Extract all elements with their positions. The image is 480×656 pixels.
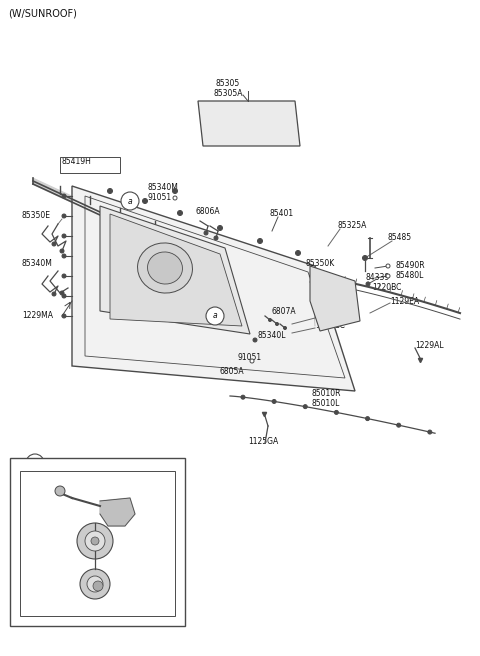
Circle shape xyxy=(250,359,254,363)
Text: 85357L: 85357L xyxy=(315,281,344,291)
Circle shape xyxy=(62,314,66,318)
Circle shape xyxy=(296,251,300,255)
Circle shape xyxy=(87,576,103,592)
Text: 85485: 85485 xyxy=(388,234,412,243)
Circle shape xyxy=(62,254,66,258)
Text: 6805A: 6805A xyxy=(220,367,245,375)
Circle shape xyxy=(428,430,432,434)
Circle shape xyxy=(62,214,66,218)
Circle shape xyxy=(303,405,307,409)
Circle shape xyxy=(362,255,368,260)
Circle shape xyxy=(272,400,276,403)
Text: 85350E: 85350E xyxy=(22,211,51,220)
Polygon shape xyxy=(198,101,300,146)
Circle shape xyxy=(62,194,66,198)
Circle shape xyxy=(172,188,178,194)
Text: 95520A: 95520A xyxy=(65,464,95,472)
Text: 95526: 95526 xyxy=(32,537,56,546)
Text: 85419H: 85419H xyxy=(62,157,92,165)
Ellipse shape xyxy=(138,243,192,293)
FancyBboxPatch shape xyxy=(10,458,185,626)
Text: 1220BC: 1220BC xyxy=(372,283,401,293)
Circle shape xyxy=(204,231,208,235)
Circle shape xyxy=(217,226,223,230)
Circle shape xyxy=(52,292,56,296)
Circle shape xyxy=(366,282,370,286)
Text: 85340M: 85340M xyxy=(148,184,179,192)
Text: 1339CC: 1339CC xyxy=(315,321,345,331)
Circle shape xyxy=(60,249,64,253)
Text: 6806A: 6806A xyxy=(195,207,220,216)
Text: 85401: 85401 xyxy=(270,209,294,218)
Circle shape xyxy=(257,239,263,243)
Text: 91051: 91051 xyxy=(238,354,262,363)
Polygon shape xyxy=(100,498,135,526)
FancyBboxPatch shape xyxy=(20,471,175,616)
Text: 85010L: 85010L xyxy=(312,400,340,409)
Text: a: a xyxy=(213,312,217,321)
Circle shape xyxy=(85,531,105,551)
Circle shape xyxy=(178,211,182,216)
Text: 85490R: 85490R xyxy=(395,262,425,270)
Text: 1129EA: 1129EA xyxy=(390,297,419,306)
Polygon shape xyxy=(72,186,355,391)
Circle shape xyxy=(396,423,401,427)
Text: (W/SUNROOF): (W/SUNROOF) xyxy=(8,8,77,18)
Text: 85305A: 85305A xyxy=(213,89,243,98)
Circle shape xyxy=(335,411,338,415)
Circle shape xyxy=(62,274,66,278)
Circle shape xyxy=(173,196,177,200)
Text: 85325A: 85325A xyxy=(338,222,367,230)
Text: 85010R: 85010R xyxy=(312,390,341,398)
Circle shape xyxy=(386,264,390,268)
Ellipse shape xyxy=(147,252,182,284)
Text: 1229AL: 1229AL xyxy=(415,342,444,350)
Circle shape xyxy=(284,327,287,329)
Circle shape xyxy=(93,581,103,591)
Text: 85340L: 85340L xyxy=(258,331,287,340)
Circle shape xyxy=(52,242,56,246)
Circle shape xyxy=(26,454,44,472)
Polygon shape xyxy=(110,214,242,326)
Text: 95528: 95528 xyxy=(132,499,156,508)
Text: 85305: 85305 xyxy=(216,79,240,89)
Circle shape xyxy=(253,338,257,342)
Text: 84339: 84339 xyxy=(365,274,389,283)
Text: 1125GA: 1125GA xyxy=(248,436,278,445)
Circle shape xyxy=(91,537,99,545)
Text: 1229MA: 1229MA xyxy=(22,312,53,321)
Circle shape xyxy=(386,274,390,278)
Text: 6807A: 6807A xyxy=(272,306,297,316)
Text: a: a xyxy=(33,459,37,468)
Polygon shape xyxy=(100,206,250,334)
Circle shape xyxy=(214,236,218,240)
Circle shape xyxy=(276,323,278,325)
Polygon shape xyxy=(310,266,360,331)
Text: 85480L: 85480L xyxy=(395,272,423,281)
Text: 91051: 91051 xyxy=(148,194,172,203)
Circle shape xyxy=(55,486,65,496)
Circle shape xyxy=(108,188,112,194)
Circle shape xyxy=(143,199,147,203)
Circle shape xyxy=(80,569,110,599)
Circle shape xyxy=(241,395,245,400)
Text: 85340M: 85340M xyxy=(22,258,53,268)
Text: 95521: 95521 xyxy=(32,579,56,588)
Circle shape xyxy=(268,319,272,321)
Circle shape xyxy=(62,234,66,238)
Circle shape xyxy=(206,307,224,325)
Circle shape xyxy=(62,294,66,298)
Circle shape xyxy=(60,291,64,295)
Circle shape xyxy=(77,523,113,559)
Circle shape xyxy=(366,417,370,420)
Text: 1125DB: 1125DB xyxy=(315,312,345,321)
Text: a: a xyxy=(128,197,132,205)
Text: 85350K: 85350K xyxy=(305,258,334,268)
Circle shape xyxy=(121,192,139,210)
